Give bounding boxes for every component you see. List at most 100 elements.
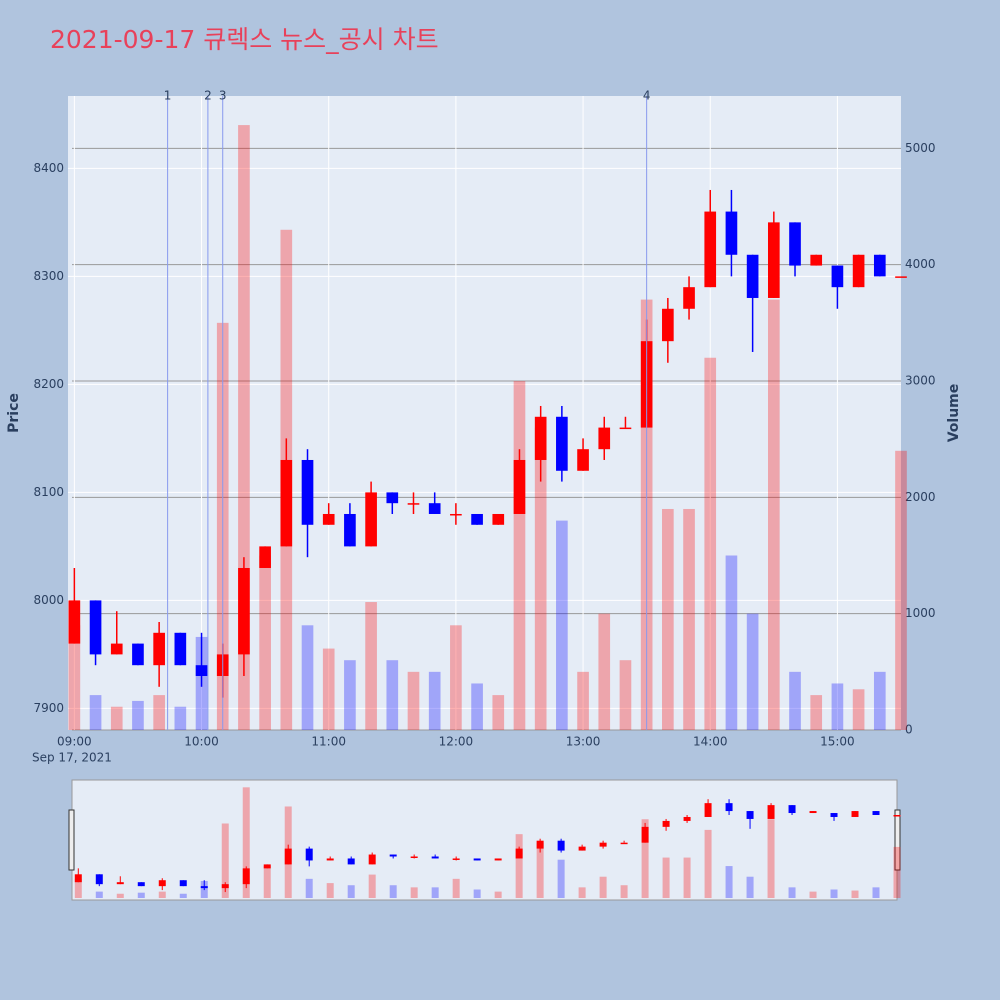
y2-tick-label: 1000 [905,606,936,620]
volume-bar [158,891,166,898]
candle-body [852,254,865,288]
y-tick-label: 8100 [33,485,64,499]
volume-bar [471,683,483,730]
volume-bar [619,660,632,730]
volume-bar [174,706,187,730]
x-tick-label: 11:00 [311,735,346,749]
candle-body [513,459,526,514]
candle-body [428,503,441,514]
candle-body [242,868,250,885]
volume-bar [386,660,399,730]
volume-bar [74,878,82,898]
volume-bar [494,891,502,898]
volume-bar [68,625,81,730]
candle-body [641,826,649,843]
candle-body [238,567,250,655]
plot-area [68,96,901,730]
candle-body [259,546,271,568]
y-tick-label: 8300 [33,269,64,283]
volume-bar [534,427,547,730]
x-sublabel: Sep 17, 2021 [32,751,112,765]
volume-bar [895,450,907,730]
volume-bar [746,613,759,730]
volume-bar [893,846,901,898]
volume-bar [259,555,271,730]
candle-body [431,856,439,859]
volume-bar [515,834,523,898]
volume-bar [683,857,691,898]
candle-body [322,513,335,525]
candle-body [872,811,880,816]
candle-body [263,864,271,869]
volume-bar [410,887,418,898]
volume-bar [238,125,250,730]
candle-body [132,643,144,666]
x-tick-label: 15:00 [820,735,855,749]
volume-bar [301,625,314,730]
candle-body [746,254,759,298]
x-tick-label: 13:00 [566,735,601,749]
chart-title: 2021-09-17 큐렉스 뉴스_공시 차트 [50,25,439,54]
candle-body [810,254,823,266]
volume-bar [873,671,886,730]
volume-bar [536,842,544,898]
volume-bar [431,887,439,898]
volume-bar [322,648,335,730]
candle-body [767,222,780,298]
volume-bar [852,689,865,730]
slider-handle[interactable] [894,809,901,871]
volume-bar [704,357,717,730]
candle-body [450,513,462,516]
event-label: 4 [643,89,651,103]
volume-bar [704,829,712,898]
candle-body [873,254,886,277]
y2-tick-label: 0 [905,723,913,737]
candle-body [598,427,611,450]
volume-bar [221,823,229,898]
y2-tick-label: 5000 [905,141,936,155]
candle-body [74,874,82,883]
x-tick-label: 14:00 [693,735,728,749]
candle-body [344,513,356,547]
candle-body [326,858,334,861]
candle-body [662,308,674,342]
candle-body [116,882,124,885]
volume-bar [767,819,775,898]
candle-body [158,880,166,887]
candle-body [89,600,102,655]
candle-body [683,287,695,309]
candle-body [515,848,523,859]
x-tick-label: 09:00 [57,735,92,749]
x-tick-label: 10:00 [184,735,219,749]
candle-body [68,600,81,644]
slider-handle[interactable] [68,809,75,871]
candle-body [725,803,733,812]
volume-bar [599,876,607,898]
candle-body [137,882,145,887]
range-slider[interactable] [71,779,898,901]
volume-bar [242,787,250,898]
volume-bar [788,887,796,898]
candle-body [195,665,208,676]
candle-body [830,813,838,817]
candle-body [284,848,292,865]
volume-bar [725,866,733,898]
volume-bar [450,625,462,730]
candle-body [809,811,817,814]
y-axis-title: Price [6,393,22,433]
volume-bar [830,889,838,898]
candle-body [704,211,717,288]
candle-body [557,840,565,851]
volume-bar [347,885,355,898]
candle-body [746,811,754,819]
volume-bar [407,671,420,730]
candle-body [200,886,208,889]
candle-body [851,811,859,817]
candle-body [347,858,355,865]
volume-bar [767,299,780,730]
candle-body [174,632,187,666]
volume-bar [110,706,123,730]
volume-bar [725,555,738,730]
y2-tick-label: 3000 [905,374,936,388]
candle-body [368,854,376,865]
